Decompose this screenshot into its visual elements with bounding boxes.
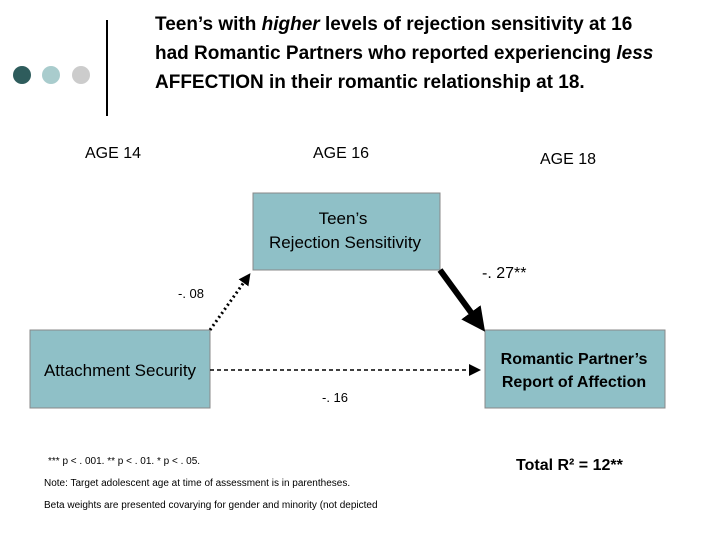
total-r2: Total R² = 12** [516, 457, 624, 474]
dot [13, 66, 31, 84]
footnote: Note: Target adolescent age at time of a… [44, 478, 350, 489]
title-text: Teen’s with [155, 14, 262, 35]
age-label: AGE 16 [313, 145, 369, 162]
node-box [29, 329, 211, 409]
edge-arrow [208, 273, 251, 331]
title-emphasis: higher [261, 14, 320, 35]
edge-label: -. 16 [322, 390, 348, 405]
footnote: Beta weights are presented covarying for… [44, 500, 378, 511]
edge-label: -. 27** [482, 265, 526, 282]
node-box [252, 192, 441, 271]
title: Teen’s with higher levels of rejection s… [155, 10, 655, 97]
title-text: AFFECTION in their romantic relationship… [155, 72, 585, 93]
node-label: Report of Affection [502, 374, 646, 391]
node-label: Romantic Partner’s [501, 351, 648, 368]
title-emphasis: less [616, 43, 654, 64]
node-label: Attachment Security [44, 361, 197, 380]
dot [42, 66, 60, 84]
node-label: Rejection Sensitivity [269, 233, 422, 252]
footnote: *** p < . 001. ** p < . 01. * p < . 05. [48, 456, 200, 467]
edge-label: -. 08 [178, 286, 204, 301]
edge-arrow [437, 268, 486, 332]
node-label: Teen’s [319, 209, 368, 228]
age-label: AGE 18 [540, 151, 596, 168]
title-text: levels of rejection sensitivity at 16 ha… [155, 14, 633, 64]
node-box [484, 329, 666, 409]
age-label: AGE 14 [85, 145, 141, 162]
dot [72, 66, 90, 84]
